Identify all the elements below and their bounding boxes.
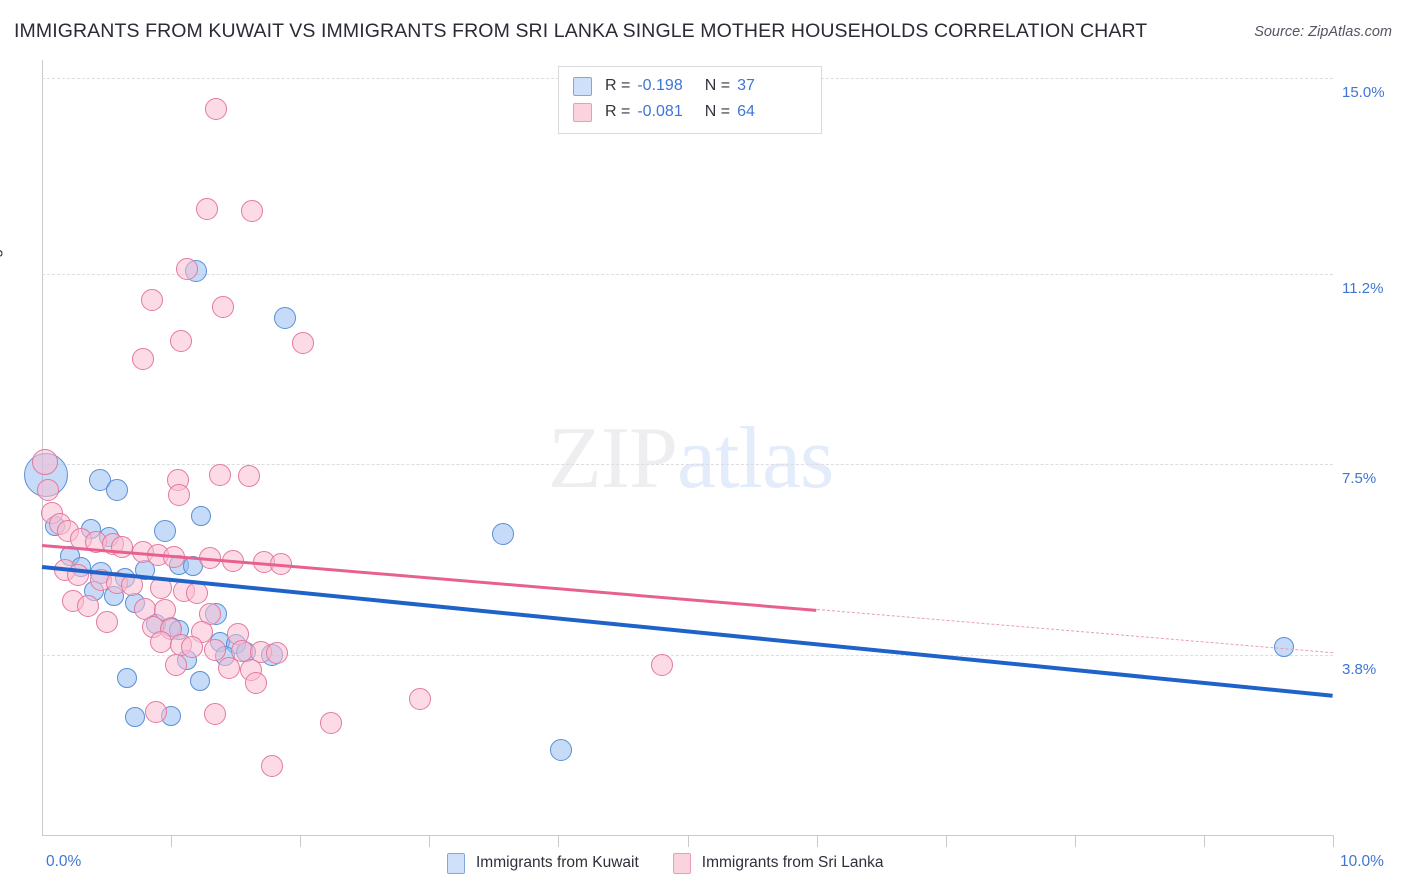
x-axis-tick [300, 835, 302, 847]
scatter-point[interactable] [222, 550, 245, 573]
scatter-point[interactable] [291, 332, 314, 355]
y-axis-tick-label: 11.2% [1342, 279, 1384, 297]
scatter-point[interactable] [167, 484, 190, 507]
scatter-point[interactable] [144, 700, 167, 723]
legend-color-sri-lanka-icon [672, 852, 691, 874]
scatter-point[interactable] [273, 306, 296, 329]
x-axis-tick [816, 835, 818, 847]
scatter-point[interactable] [190, 505, 211, 526]
scatter-point[interactable] [31, 448, 58, 475]
x-axis-tick [1333, 835, 1334, 847]
scatter-point[interactable] [121, 574, 144, 597]
scatter-point[interactable] [205, 97, 228, 120]
y-axis-title: Single Mother Households [0, 98, 3, 280]
series-legend: Immigrants from Kuwait Immigrants from S… [447, 851, 918, 875]
scatter-point[interactable] [269, 553, 292, 576]
n-value-kuwait: 37 [737, 77, 755, 94]
scatter-point[interactable] [265, 641, 288, 664]
n-label-sri-lanka: N = [704, 103, 731, 120]
gridline [42, 655, 1333, 656]
n-value-sri-lanka: 64 [737, 103, 755, 120]
scatter-point[interactable] [153, 520, 176, 543]
r-value-kuwait: -0.198 [637, 77, 683, 94]
legend-color-kuwait-icon [447, 852, 465, 874]
scatter-point[interactable] [170, 329, 193, 352]
r-label-kuwait: R = [605, 77, 631, 94]
x-axis-tick [1203, 835, 1205, 847]
scatter-point[interactable] [320, 712, 343, 734]
r-value-sri-lanka: -0.081 [637, 103, 683, 120]
scatter-point[interactable] [67, 564, 90, 587]
legend-item-sri-lanka[interactable]: Immigrants from Sri Lanka [672, 852, 884, 874]
scatter-point[interactable] [165, 654, 188, 677]
scatter-point[interactable] [95, 610, 118, 633]
scatter-point[interactable] [203, 703, 226, 726]
scatter-point[interactable] [117, 668, 138, 689]
watermark-zip: ZIP [548, 410, 678, 507]
legend-label-sri-lanka: Immigrants from Sri Lanka [701, 854, 884, 871]
x-axis-tick [1074, 835, 1076, 847]
watermark: ZIPatlas [548, 408, 834, 509]
y-axis-tick-label: 15.0% [1342, 84, 1385, 101]
scatter-point[interactable] [149, 631, 172, 654]
scatter-point[interactable] [37, 479, 60, 502]
scatter-point[interactable] [189, 670, 210, 691]
r-label-sri-lanka: R = [605, 103, 631, 120]
source-attribution: Source: ZipAtlas.com [1254, 24, 1392, 40]
scatter-point[interactable] [650, 654, 673, 677]
plot-area: ZIPatlas [23, 60, 1334, 835]
x-axis-tick [687, 835, 689, 847]
legend-swatch-kuwait [573, 76, 592, 96]
correlation-row-sri-lanka: R = -0.081 N = 64 [573, 99, 755, 125]
legend-label-kuwait: Immigrants from Kuwait [476, 854, 639, 871]
scatter-point[interactable] [198, 547, 221, 570]
scatter-point[interactable] [203, 638, 226, 661]
scatter-point[interactable] [218, 656, 241, 679]
scatter-point[interactable] [237, 464, 260, 487]
trend-line [816, 609, 1334, 654]
scatter-point[interactable] [491, 522, 514, 545]
legend-item-kuwait[interactable]: Immigrants from Kuwait [447, 852, 639, 874]
watermark-atlas: atlas [677, 410, 834, 507]
y-axis-tick-label: 7.5% [1342, 470, 1377, 488]
scatter-point[interactable] [260, 754, 283, 777]
y-axis-line [42, 60, 43, 835]
x-axis-max-label: 10.0% [1340, 853, 1384, 870]
scatter-point[interactable] [111, 535, 134, 558]
gridline [42, 273, 1333, 275]
scatter-point[interactable] [409, 687, 432, 710]
scatter-point[interactable] [241, 199, 264, 222]
scatter-point[interactable] [162, 546, 185, 569]
page-title: IMMIGRANTS FROM KUWAIT VS IMMIGRANTS FRO… [14, 20, 1148, 42]
scatter-point[interactable] [180, 636, 203, 659]
y-axis-tick-label: 3.8% [1342, 661, 1377, 678]
correlation-row-kuwait: R = -0.198 N = 37 [573, 73, 755, 99]
n-label-kuwait: N = [704, 77, 731, 94]
scatter-point[interactable] [131, 347, 154, 370]
scatter-point[interactable] [140, 288, 163, 311]
scatter-point[interactable] [1273, 637, 1294, 658]
scatter-point[interactable] [77, 595, 100, 618]
x-axis-tick [429, 835, 431, 847]
legend-swatch-sri-lanka [573, 102, 592, 122]
x-axis-tick [558, 835, 560, 847]
scatter-point[interactable] [245, 672, 268, 695]
x-axis-tick [171, 835, 173, 847]
gridline [42, 464, 1333, 466]
scatter-point[interactable] [549, 739, 572, 762]
scatter-point[interactable] [175, 257, 198, 280]
x-axis-tick [945, 835, 947, 847]
scatter-point[interactable] [196, 198, 219, 221]
scatter-point[interactable] [211, 296, 234, 319]
correlation-legend: R = -0.198 N = 37 R = -0.081 N = 64 [558, 66, 822, 134]
scatter-point[interactable] [105, 479, 128, 502]
scatter-point[interactable] [209, 463, 232, 486]
scatter-point[interactable] [124, 706, 145, 727]
scatter-point[interactable] [149, 577, 172, 600]
scatter-point[interactable] [185, 582, 208, 605]
x-axis-min-label: 0.0% [46, 853, 82, 870]
